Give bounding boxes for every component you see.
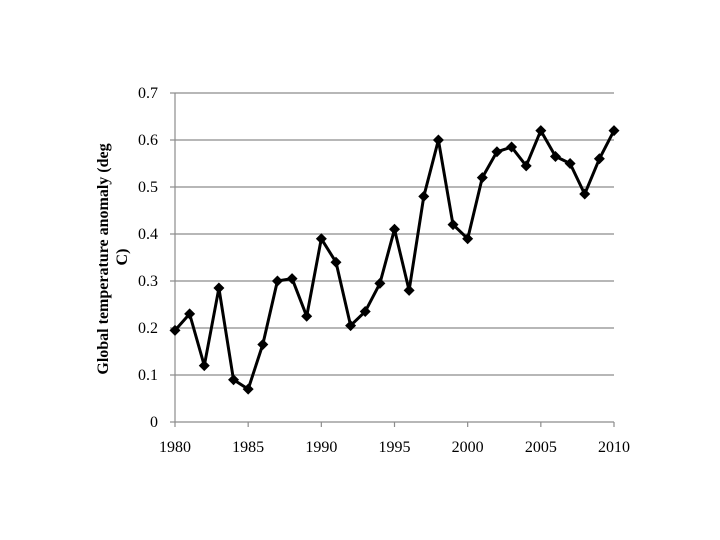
y-tick-label: 0.5: [138, 179, 158, 196]
data-point: [418, 190, 430, 202]
y-tick-label: 0.2: [138, 320, 158, 337]
data-point: [491, 146, 503, 158]
data-point: [330, 256, 342, 268]
data-point: [315, 233, 327, 245]
y-tick-label: 0.1: [138, 367, 158, 384]
data-point: [184, 308, 196, 320]
y-axis-title: Global temperature anomaly (deg C): [95, 139, 131, 374]
data-point: [228, 374, 240, 386]
y-tick-label: 0.6: [138, 132, 158, 149]
data-point: [257, 338, 269, 350]
data-point: [476, 172, 488, 184]
data-point: [564, 158, 576, 169]
data-point: [520, 160, 532, 172]
data-point: [359, 306, 371, 318]
x-axis-ticks: 1980 1985 1990 1995 2000 2005 2010: [159, 422, 630, 456]
y-tick-label: 0.3: [138, 273, 158, 290]
data-point: [506, 141, 518, 153]
x-tick-label: 1995: [379, 439, 411, 456]
series-line: [173, 129, 616, 391]
data-point: [271, 275, 283, 287]
x-tick-label: 1980: [159, 439, 191, 456]
data-point: [403, 284, 415, 296]
x-tick-label: 1985: [232, 439, 264, 456]
data-point: [579, 188, 591, 200]
data-point: [169, 324, 181, 336]
data-point: [535, 125, 547, 137]
data-point: [462, 233, 474, 245]
data-point: [345, 320, 357, 332]
data-point: [593, 153, 605, 165]
data-point: [608, 125, 620, 137]
x-tick-label: 2005: [525, 439, 557, 456]
x-tick-label: 2000: [452, 439, 484, 456]
x-tick-label: 1990: [305, 439, 337, 456]
gridlines: [175, 92, 614, 376]
data-point: [242, 383, 254, 395]
data-point: [286, 273, 298, 285]
data-point: [549, 150, 561, 162]
data-point: [198, 360, 210, 372]
data-point: [389, 223, 400, 235]
data-point: [213, 282, 225, 294]
y-axis-ticks: 0 0.1 0.2 0.3 0.4 0.5 0.6 0.7: [138, 85, 175, 431]
y-tick-label: 0.4: [138, 226, 158, 243]
y-tick-label: 0: [150, 414, 158, 431]
data-point: [301, 310, 313, 322]
x-tick-label: 2010: [598, 439, 630, 456]
data-series: [169, 125, 620, 395]
data-point: [432, 134, 444, 146]
data-point: [374, 277, 386, 289]
data-point: [447, 219, 459, 231]
y-tick-label: 0.7: [138, 85, 158, 102]
